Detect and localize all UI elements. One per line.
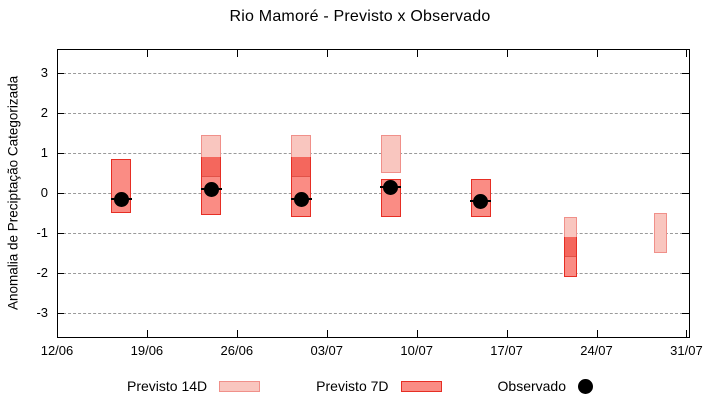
x-tick-mark <box>236 330 238 337</box>
observed-point <box>383 179 399 195</box>
gridline <box>58 313 688 314</box>
y-tick-mark <box>682 193 689 194</box>
y-tick-mark <box>57 273 64 274</box>
x-tick-mark <box>416 330 418 337</box>
y-tick-mark <box>682 113 689 114</box>
forecast-overlap-region <box>292 157 311 177</box>
x-tick-label: 19/06 <box>130 343 164 358</box>
x-tick-mark <box>236 50 238 57</box>
y-tick-mark <box>57 193 64 194</box>
x-tick-mark <box>506 50 508 57</box>
legend-label: Previsto 14D <box>127 378 208 394</box>
legend-label: Observado <box>497 378 566 394</box>
gridline <box>58 193 688 194</box>
x-tick-label: 31/07 <box>670 343 703 358</box>
y-tick-label: 0 <box>40 185 48 200</box>
y-tick-mark <box>57 233 64 234</box>
x-tick-mark <box>326 330 328 337</box>
x-tick-mark <box>416 50 418 57</box>
observed-point <box>113 191 129 207</box>
y-tick-mark <box>682 313 689 314</box>
gridline <box>58 73 688 74</box>
forecast-overlap-region <box>565 237 577 257</box>
y-tick-mark <box>682 73 689 74</box>
x-tick-mark <box>146 330 148 337</box>
y-tick-mark <box>57 113 64 114</box>
x-tick-mark <box>506 330 508 337</box>
y-tick-label: 1 <box>40 145 48 160</box>
y-tick-label: -2 <box>36 265 48 280</box>
legend-swatch-7d <box>400 380 442 392</box>
legend-observed-dot <box>578 378 593 394</box>
chart-title: Rio Mamoré - Previsto x Observado <box>229 8 491 25</box>
legend-swatch-14d <box>219 380 261 392</box>
y-tick-label: -1 <box>36 225 48 240</box>
y-tick-label: 2 <box>40 105 48 120</box>
x-tick-label: 10/07 <box>400 343 433 358</box>
gridline <box>58 233 688 234</box>
legend-label: Previsto 7D <box>316 378 389 394</box>
y-tick-label: 3 <box>40 65 48 80</box>
x-tick-label: 12/06 <box>40 343 74 358</box>
x-tick-label: 24/07 <box>580 343 613 358</box>
y-tick-label: -3 <box>36 305 48 320</box>
x-tick-label: 03/07 <box>310 343 344 358</box>
plot-border <box>57 49 690 338</box>
forecast-overlap-region <box>202 157 221 177</box>
gridline <box>58 113 688 114</box>
x-tick-mark <box>326 50 328 57</box>
forecast-14d-bar <box>380 135 401 173</box>
observed-point <box>293 191 309 207</box>
x-tick-mark <box>686 50 688 57</box>
y-tick-mark <box>682 233 689 234</box>
legend-item: Observado <box>498 378 593 394</box>
x-tick-mark <box>686 330 688 337</box>
observed-point <box>473 193 489 209</box>
gridline <box>58 153 688 154</box>
x-tick-label: 26/06 <box>220 343 254 358</box>
y-tick-mark <box>57 313 64 314</box>
x-tick-mark <box>596 330 598 337</box>
legend-item: Previsto 14D <box>127 378 261 394</box>
legend: Previsto 14D Previsto 7D Observado <box>0 374 720 398</box>
x-tick-label: 17/07 <box>490 343 523 358</box>
gridline <box>58 273 688 274</box>
x-tick-mark <box>146 50 148 57</box>
y-tick-mark <box>57 73 64 74</box>
y-tick-mark <box>682 153 689 154</box>
forecast-14d-bar <box>654 213 668 253</box>
observed-point <box>203 181 219 197</box>
y-tick-mark <box>682 273 689 274</box>
x-tick-mark <box>596 50 598 57</box>
y-tick-mark <box>57 153 64 154</box>
legend-item: Previsto 7D <box>316 378 442 394</box>
